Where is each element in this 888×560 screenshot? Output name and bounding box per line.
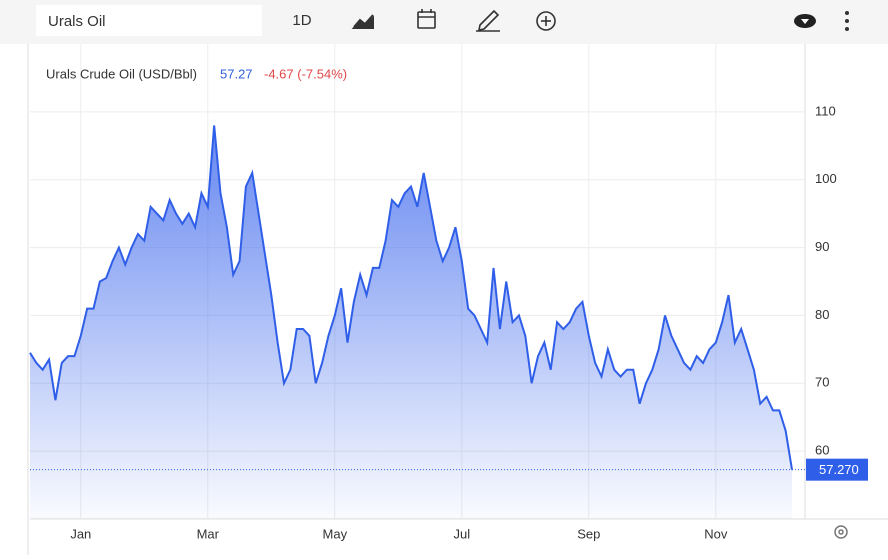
download-icon[interactable] — [794, 14, 816, 28]
price-line — [29, 125, 793, 470]
x-tick-label: Sep — [577, 526, 600, 541]
x-tick-label: Mar — [197, 526, 220, 541]
y-tick-label: 80 — [815, 307, 829, 322]
settings-icon[interactable] — [834, 525, 848, 539]
draw-icon[interactable] — [476, 9, 500, 32]
last-price-badge — [806, 458, 868, 481]
last-price-label: 57.270 — [819, 462, 859, 477]
y-tick-label: 70 — [815, 375, 829, 390]
x-tick-label: May — [323, 526, 348, 541]
calendar-icon[interactable] — [417, 9, 436, 29]
legend-change: -4.67 (-7.54%) — [264, 66, 347, 81]
x-tick-label: Jan — [70, 526, 91, 541]
area-fill — [30, 125, 792, 519]
add-icon[interactable] — [536, 11, 556, 31]
search-box[interactable] — [36, 5, 262, 36]
y-tick-label: 90 — [815, 239, 829, 254]
legend-name: Urals Crude Oil (USD/Bbl) — [46, 66, 197, 81]
y-tick-label: 100 — [815, 171, 837, 186]
search-text[interactable]: Urals Oil — [48, 13, 106, 30]
y-tick-label: 110 — [815, 103, 836, 118]
y-tick-label: 60 — [815, 443, 829, 458]
chart-type-icon[interactable] — [351, 14, 374, 29]
x-tick-label: Jul — [453, 526, 470, 541]
interval-button[interactable]: 1D — [292, 12, 311, 29]
legend-price: 57.27 — [220, 66, 253, 81]
menu-icon[interactable] — [845, 11, 849, 31]
x-tick-label: Nov — [704, 526, 728, 541]
